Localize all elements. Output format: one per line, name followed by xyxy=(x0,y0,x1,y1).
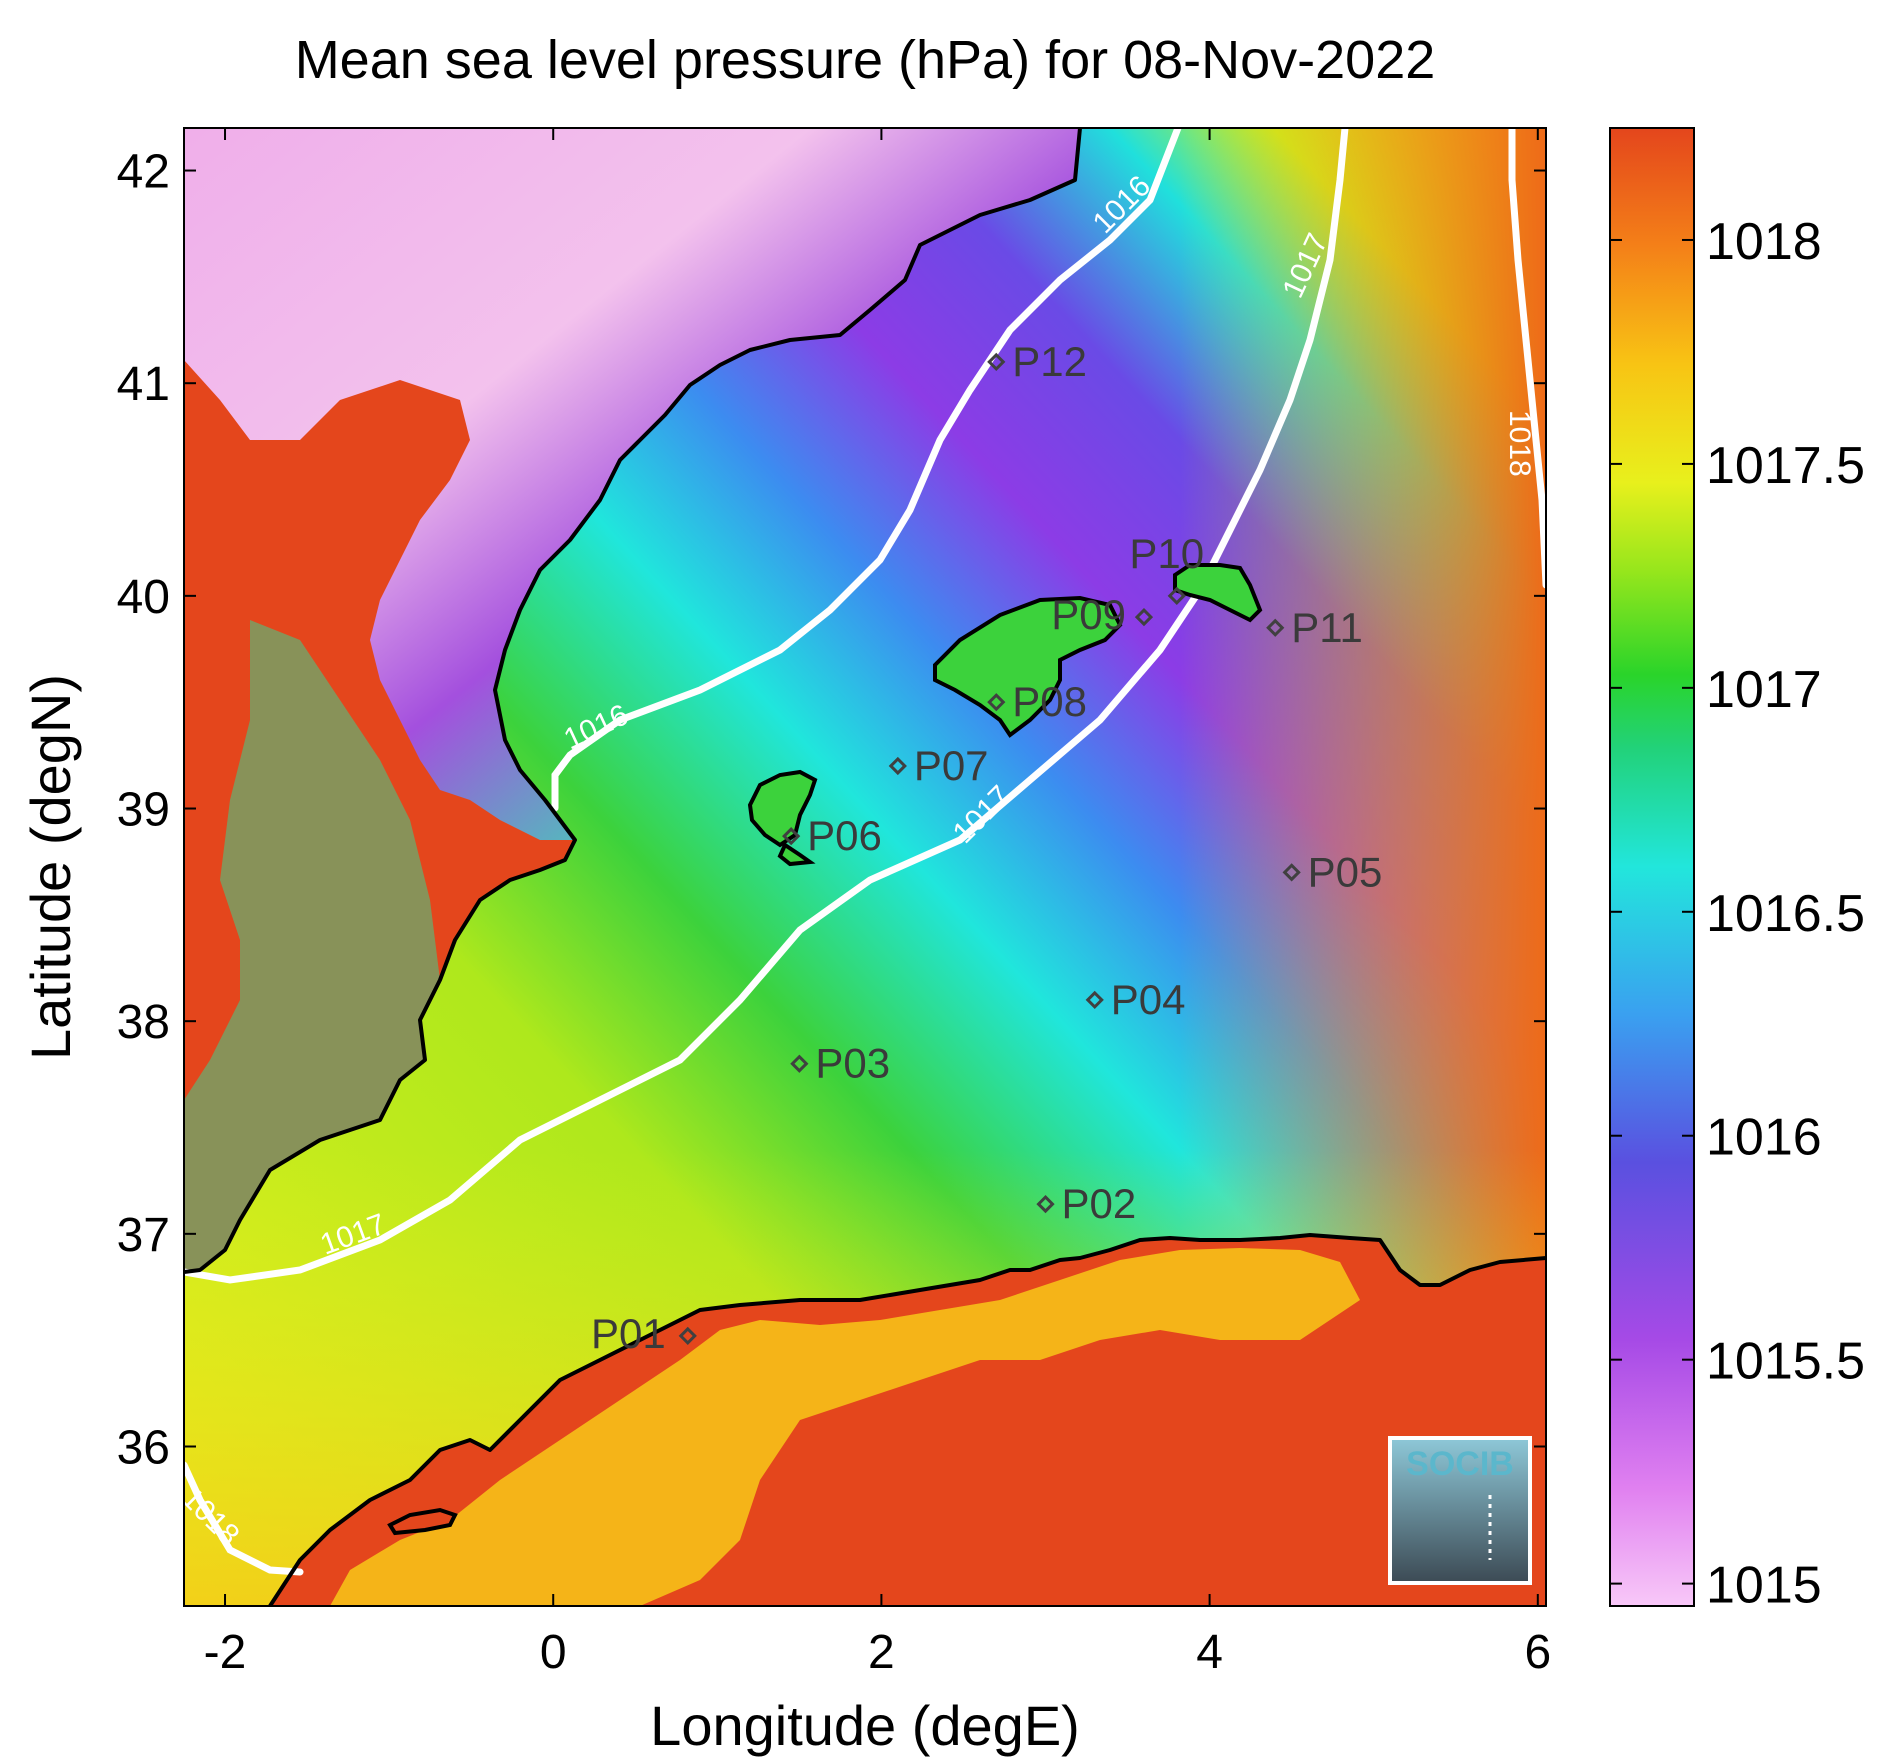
contour-label-1018-a: 1018 xyxy=(1503,410,1536,477)
station-label-p05: P05 xyxy=(1308,848,1383,895)
y-tick-label: 39 xyxy=(117,784,170,837)
colorbar-tick-label: 1015.5 xyxy=(1706,1333,1865,1391)
station-label-p09: P09 xyxy=(1051,591,1126,638)
x-tick-label: 2 xyxy=(868,1626,895,1679)
y-tick-label: 41 xyxy=(117,358,170,411)
socib-logo: SOCIB xyxy=(1388,1436,1532,1585)
x-tick-label: -2 xyxy=(204,1626,247,1679)
station-marker-p06[interactable] xyxy=(782,827,801,846)
station-label-p04: P04 xyxy=(1111,976,1186,1023)
chart-title: Mean sea level pressure (hPa) for 08-Nov… xyxy=(295,30,1436,90)
station-marker-p04[interactable] xyxy=(1085,990,1104,1010)
station-marker-p11[interactable] xyxy=(1266,618,1285,637)
y-axis-label: Latitude (degN) xyxy=(19,674,82,1060)
contour-1016 xyxy=(551,128,1182,812)
contour-1018-southwest xyxy=(184,1461,304,1576)
colorbar-ticks: 1015 1015.5 1016 1016.5 1017 1017.5 1018 xyxy=(1610,213,1865,1615)
colorbar-tick-label: 1015 xyxy=(1706,1557,1822,1615)
colorbar-tick-label: 1016 xyxy=(1706,1109,1822,1167)
y-tick-label: 37 xyxy=(117,1209,170,1262)
island-ibiza xyxy=(747,769,818,848)
island-alboran xyxy=(387,1507,458,1536)
y-tick-label: 42 xyxy=(117,146,170,199)
station-label-p08: P08 xyxy=(1012,678,1087,725)
station-label-p11: P11 xyxy=(1291,604,1363,651)
station-marker-p01[interactable] xyxy=(678,1326,697,1346)
socib-logo-text: SOCIB xyxy=(1406,1445,1514,1483)
station-label-p12: P12 xyxy=(1012,338,1087,385)
x-tick-label: 6 xyxy=(1524,1626,1551,1679)
balearic-islands xyxy=(387,563,1263,1536)
contour-1017 xyxy=(184,128,1349,1284)
station-label-p07: P07 xyxy=(914,742,989,789)
station-marker-p09[interactable] xyxy=(1134,608,1154,627)
island-menorca xyxy=(1173,563,1263,623)
station-label-p06: P06 xyxy=(807,812,882,859)
station-marker-p02[interactable] xyxy=(1036,1194,1055,1214)
island-formentera xyxy=(777,842,816,867)
station-label-p03: P03 xyxy=(815,1040,890,1087)
station-label-p10: P10 xyxy=(1129,530,1204,577)
colorbar-tick-label: 1016.5 xyxy=(1706,885,1865,943)
x-tick-label: 0 xyxy=(540,1626,567,1679)
station-label-p02: P02 xyxy=(1062,1180,1137,1227)
coastlines xyxy=(184,128,1546,1606)
land-north-africa-yellow-zone xyxy=(330,1248,1360,1606)
y-axis: 36 37 38 39 40 41 42 xyxy=(117,146,1546,1475)
station-marker-p03[interactable] xyxy=(790,1054,809,1073)
land-iberia-green-band xyxy=(184,620,440,1272)
colorbar-tick-label: 1017.5 xyxy=(1706,437,1865,495)
plot-frame xyxy=(183,127,1547,1607)
socib-logo-frame xyxy=(1388,1436,1532,1585)
plot-area: 1016 1016 1017 1017 1017 1018 1018 P01P0… xyxy=(184,128,1546,1606)
y-tick-label: 38 xyxy=(117,996,170,1049)
coast-iberia xyxy=(184,128,1082,1274)
x-axis-label: Longitude (degE) xyxy=(650,1694,1080,1757)
x-axis: -2 0 2 4 6 xyxy=(204,128,1551,1679)
coast-north-africa xyxy=(268,1233,1546,1606)
x-tick-label: 4 xyxy=(1196,1626,1223,1679)
contour-1018-east xyxy=(1508,128,1546,589)
contour-lines xyxy=(184,128,1546,1576)
land-iberia-high-pressure-zone xyxy=(184,128,1080,840)
colorbar-tick-label: 1018 xyxy=(1706,213,1822,271)
station-marker-p08[interactable] xyxy=(987,693,1006,712)
station-marker-p05[interactable] xyxy=(1282,863,1301,882)
station-marker-p07[interactable] xyxy=(888,756,907,776)
station-marker-p10[interactable] xyxy=(1167,586,1186,605)
station-label-p01: P01 xyxy=(591,1310,666,1357)
colorbar xyxy=(1609,127,1695,1607)
island-mallorca xyxy=(933,595,1123,738)
y-tick-label: 36 xyxy=(117,1422,170,1475)
y-tick-label: 40 xyxy=(117,571,170,624)
station-marker-p12[interactable] xyxy=(987,352,1006,372)
colorbar-tick-label: 1017 xyxy=(1706,661,1822,719)
